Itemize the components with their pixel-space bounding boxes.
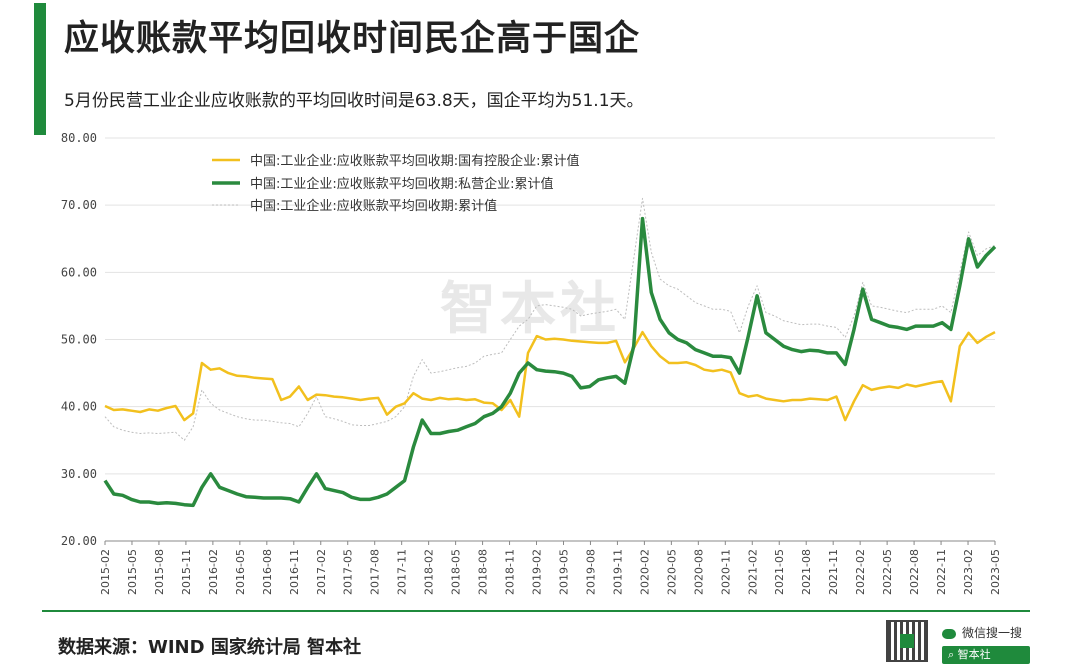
x-tick-label: 2021-08 [800,549,813,595]
x-tick-label: 2022-11 [935,549,948,595]
x-tick-label: 2019-05 [557,549,570,595]
qr-code-icon[interactable] [886,620,928,662]
x-tick-label: 2018-05 [450,549,463,595]
page-title: 应收账款平均回收时间民企高于国企 [64,19,641,59]
x-tick-label: 2017-05 [342,549,355,595]
search-box-text: 智本社 [957,648,991,661]
series-line-2 [104,197,996,441]
x-tick-label: 2019-08 [584,549,597,595]
x-tick-label: 2016-11 [288,549,301,595]
x-tick-label: 2016-02 [207,549,220,595]
x-tick-label: 2015-05 [126,549,139,595]
y-tick-label: 40.00 [61,400,97,414]
x-tick-label: 2016-05 [234,549,247,595]
x-tick-label: 2019-02 [531,549,544,595]
x-tick-label: 2021-05 [773,549,786,595]
title-accent-bar [34,3,46,135]
qr-center-logo [900,634,914,648]
x-tick-label: 2018-11 [504,549,517,595]
y-tick-label: 70.00 [61,198,97,212]
legend-label: 中国:工业企业:应收账款平均回收期:累计值 [250,198,497,214]
x-tick-label: 2020-02 [638,549,651,595]
x-tick-label: 2019-11 [611,549,624,595]
x-tick-label: 2020-05 [665,549,678,595]
y-tick-label: 30.00 [61,467,97,481]
page-subtitle: 5月份民营工业企业应收账款的平均回收时间是63.8天，国企平均为51.1天。 [64,91,644,111]
y-tick-label: 80.00 [61,131,97,145]
x-tick-label: 2020-11 [719,549,732,595]
wechat-search-box[interactable]: ⌕ 智本社 [942,646,1030,664]
x-tick-label: 2022-08 [908,549,921,595]
footer-divider [42,610,1030,612]
x-tick-label: 2023-05 [989,549,1002,595]
x-tick-label: 2021-02 [746,549,759,595]
x-tick-label: 2018-02 [423,549,436,595]
y-tick-label: 60.00 [61,265,97,279]
y-tick-label: 50.00 [61,333,97,347]
x-tick-label: 2022-02 [854,549,867,595]
x-tick-label: 2017-11 [396,549,409,595]
x-tick-label: 2022-05 [881,549,894,595]
x-tick-label: 2016-08 [261,549,274,595]
data-source: 数据来源：WIND 国家统计局 智本社 [58,637,362,658]
legend-label: 中国:工业企业:应收账款平均回收期:私营企业:累计值 [250,176,554,192]
search-icon: ⌕ [948,648,958,661]
legend-label: 中国:工业企业:应收账款平均回收期:国有控股企业:累计值 [250,153,580,169]
x-tick-label: 2017-02 [315,549,328,595]
x-tick-label: 2015-02 [99,549,112,595]
wechat-label-text: 微信搜一搜 [962,626,1023,640]
series-line-0 [104,330,996,422]
x-tick-label: 2023-02 [962,549,975,595]
x-tick-label: 2020-08 [692,549,705,595]
x-tick-label: 2015-11 [180,549,193,595]
x-tick-label: 2017-08 [369,549,382,595]
wechat-search-label: 微信搜一搜 [942,624,1022,641]
series-line-1 [103,216,997,508]
wechat-icon [942,628,956,639]
x-tick-label: 2015-08 [153,549,166,595]
watermark: 智本社 [440,277,620,342]
x-tick-label: 2018-08 [477,549,490,595]
x-tick-label: 2021-11 [827,549,840,595]
y-tick-label: 20.00 [61,534,97,548]
